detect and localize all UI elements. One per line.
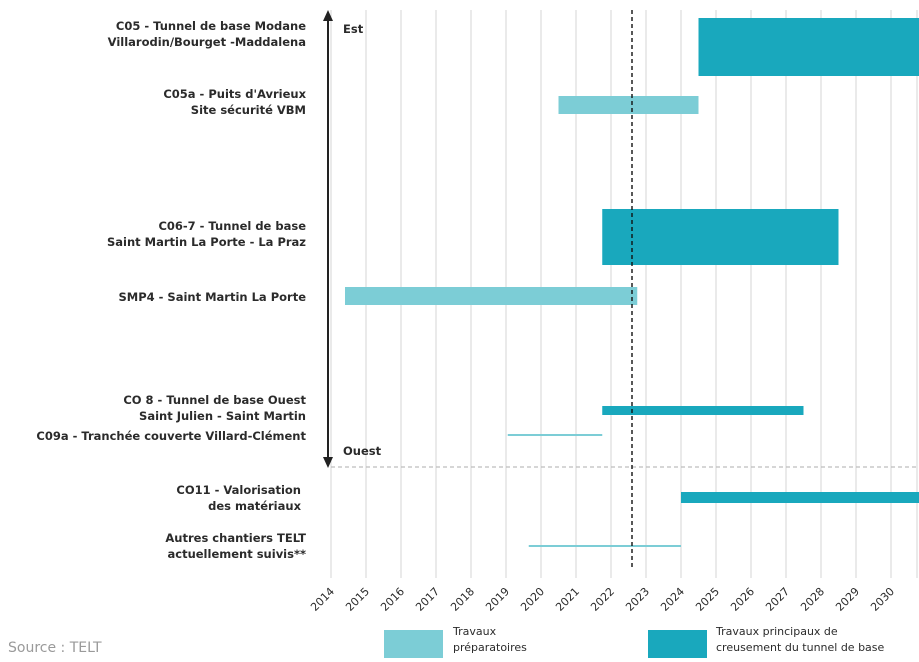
arrow-down-icon bbox=[323, 457, 333, 468]
x-tick-label: 2020 bbox=[518, 585, 547, 614]
x-tick-labels: 2014 2015 2016 2017 2018 2019 2020 2021 2022 2023… bbox=[308, 585, 897, 614]
direction-label-ouest: Ouest bbox=[343, 444, 382, 458]
x-tick-label: 2022 bbox=[588, 585, 617, 614]
bar-prep bbox=[558, 96, 699, 114]
row-label: C09a - Tranchée couverte Villard-Clément bbox=[36, 429, 306, 443]
row-label: CO11 - Valorisation des matériaux bbox=[176, 483, 301, 513]
legend-label-main: Travaux principaux de creusement du tunn… bbox=[716, 625, 885, 654]
bar-prep bbox=[528, 545, 681, 547]
x-tick-label: 2016 bbox=[378, 585, 407, 614]
bar-main bbox=[602, 209, 839, 265]
bar-main bbox=[698, 18, 919, 76]
x-tick-label: 2014 bbox=[308, 585, 337, 614]
arrow-up-icon bbox=[323, 10, 333, 21]
x-tick-label: 2027 bbox=[763, 585, 792, 614]
x-tick-label: 2028 bbox=[798, 585, 827, 614]
row-label: SMP4 - Saint Martin La Porte bbox=[118, 290, 306, 304]
x-tick-label: 2030 bbox=[868, 585, 897, 614]
x-tick-label: 2026 bbox=[728, 585, 757, 614]
legend-label-prep: Travaux préparatoires bbox=[453, 625, 527, 654]
legend-swatch-main bbox=[648, 630, 707, 658]
row-label: Autres chantiers TELT actuellement suivi… bbox=[165, 531, 306, 561]
legend-swatch-prep bbox=[384, 630, 443, 658]
bar-prep bbox=[345, 287, 638, 305]
row-label: C05a - Puits d'Avrieux Site sécurité VBM bbox=[163, 87, 306, 117]
bars-group bbox=[345, 10, 919, 568]
x-tick-label: 2023 bbox=[623, 585, 652, 614]
bar-prep bbox=[507, 434, 603, 436]
x-tick-label: 2021 bbox=[553, 585, 582, 614]
bar-main bbox=[602, 406, 804, 415]
source-note: Source : TELT bbox=[8, 640, 102, 656]
x-tick-label: 2019 bbox=[483, 585, 512, 614]
bar-main bbox=[681, 492, 919, 503]
row-label: C06-7 - Tunnel de base Saint Martin La P… bbox=[107, 219, 306, 249]
row-label: CO 8 - Tunnel de base Ouest Saint Julien… bbox=[123, 393, 306, 423]
x-tick-label: 2025 bbox=[693, 585, 722, 614]
direction-axis bbox=[323, 10, 333, 468]
x-tick-label: 2015 bbox=[343, 585, 372, 614]
x-tick-label: 2017 bbox=[413, 585, 442, 614]
x-tick-label: 2024 bbox=[658, 585, 687, 614]
x-tick-label: 2018 bbox=[448, 585, 477, 614]
row-label: C05 - Tunnel de base Modane Villarodin/B… bbox=[107, 19, 306, 49]
x-tick-label: 2029 bbox=[833, 585, 862, 614]
direction-label-est: Est bbox=[343, 22, 364, 36]
